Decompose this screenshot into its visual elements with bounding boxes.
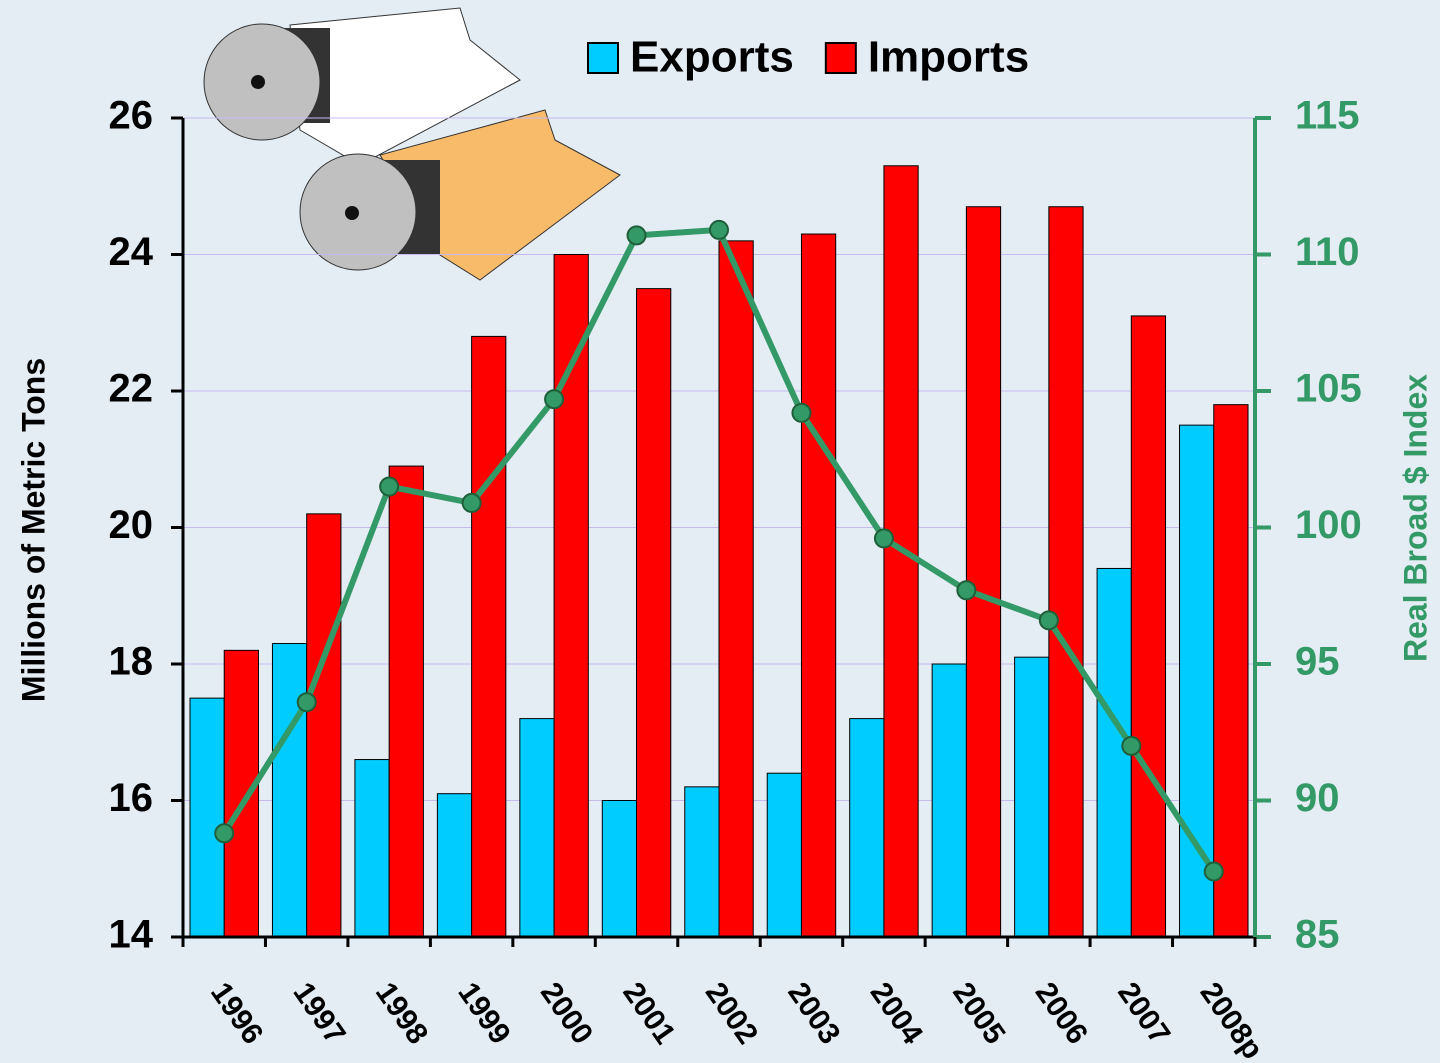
bar <box>272 644 306 937</box>
bar <box>1049 207 1083 937</box>
line-marker <box>215 824 233 842</box>
bar <box>1131 316 1165 937</box>
y-tick-label: 22 <box>109 367 154 411</box>
bar <box>966 207 1000 937</box>
bar <box>932 664 966 937</box>
line-marker <box>1040 611 1058 629</box>
y-tick-label: 14 <box>109 913 154 957</box>
bar <box>801 234 835 937</box>
bar <box>554 255 588 938</box>
legend-swatch <box>826 43 856 73</box>
line-marker <box>628 226 646 244</box>
line-marker <box>792 404 810 422</box>
bar <box>190 698 224 937</box>
y2-tick-label: 115 <box>1295 94 1360 138</box>
chart: Millions of Metric Tons Real Broad $ Ind… <box>0 0 1440 1063</box>
y-tick-label: 16 <box>109 776 154 820</box>
bar <box>472 336 506 937</box>
bar <box>850 719 884 937</box>
y2-tick-label: 100 <box>1295 503 1362 547</box>
y2-tick-label: 110 <box>1295 230 1360 274</box>
y-tick-label: 24 <box>109 230 154 274</box>
y-tick-label: 26 <box>109 94 154 138</box>
bar <box>520 719 554 937</box>
bar <box>355 760 389 937</box>
line-marker <box>875 529 893 547</box>
bar <box>389 466 423 937</box>
bar <box>602 801 636 938</box>
bar <box>224 650 258 937</box>
y2-tick-label: 90 <box>1295 776 1340 820</box>
legend-label: Imports <box>868 33 1029 82</box>
line-marker <box>710 221 728 239</box>
y2-tick-label: 105 <box>1295 367 1362 411</box>
bar <box>1214 405 1248 937</box>
line-marker <box>463 494 481 512</box>
bar <box>637 289 671 937</box>
y-tick-label: 20 <box>109 503 154 547</box>
y2-axis-title: Real Broad $ Index <box>1397 374 1433 662</box>
y-tick-label: 18 <box>109 640 154 684</box>
legend-swatch <box>588 43 618 73</box>
bar <box>719 241 753 937</box>
line-marker <box>545 390 563 408</box>
line-marker <box>957 581 975 599</box>
line-marker <box>380 478 398 496</box>
legend-label: Exports <box>630 33 794 82</box>
line-marker <box>1122 737 1140 755</box>
bar <box>307 514 341 937</box>
y-axis-title: Millions of Metric Tons <box>15 358 51 702</box>
bar <box>767 773 801 937</box>
bar <box>1015 657 1049 937</box>
y2-tick-label: 95 <box>1295 640 1340 684</box>
bar <box>437 794 471 937</box>
line-marker <box>298 693 316 711</box>
line-marker <box>1205 862 1223 880</box>
y2-tick-label: 85 <box>1295 913 1340 957</box>
bar <box>685 787 719 937</box>
